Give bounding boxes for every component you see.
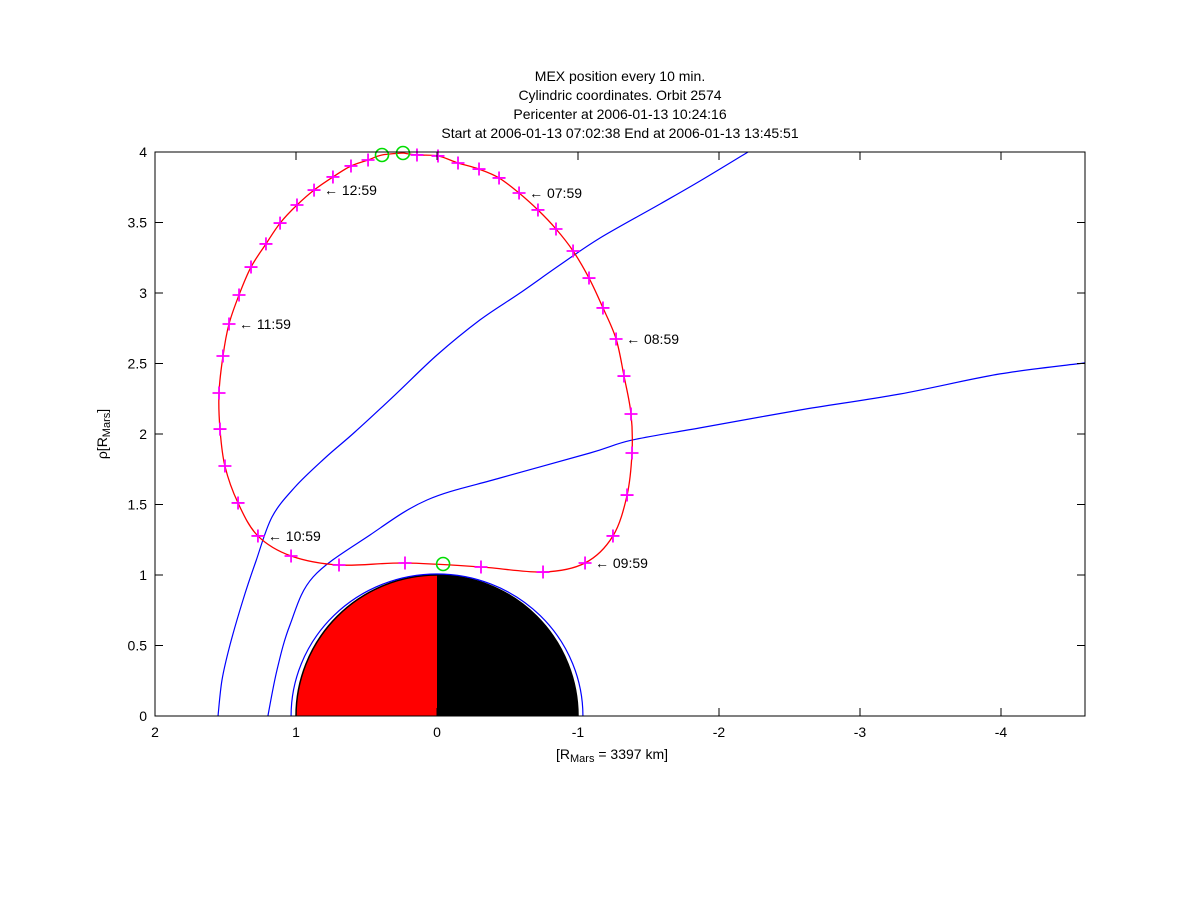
tick-labels: 2 1 0 -1 -2 -3 -4 0 0.5 1 1.5 2 2.5 3 3.5 4 xyxy=(128,144,1008,740)
title-line-3: Pericenter at 2006-01-13 10:24:16 xyxy=(513,106,727,122)
x-axis-label: [RMars = 3397 km] xyxy=(556,746,668,765)
pericenter-circle xyxy=(435,556,451,572)
y-tick-label: 2.5 xyxy=(128,356,148,372)
orbit-plus-marker xyxy=(606,529,620,543)
x-tick-label: -3 xyxy=(854,724,867,740)
orbit-plus-marker xyxy=(624,407,638,421)
x-label-prefix: [R xyxy=(556,746,570,762)
orbit-plus-marker xyxy=(222,317,236,331)
time-annotation: ← 09:59 xyxy=(595,555,648,571)
title-line-2: Cylindric coordinates. Orbit 2574 xyxy=(518,87,722,103)
orbit-plus-marker xyxy=(578,556,592,570)
y-tick-label: 0 xyxy=(139,708,147,724)
title-line-1: MEX position every 10 min. xyxy=(534,68,706,84)
orbit-plus-marker xyxy=(596,301,610,315)
y-tick-label: 1.5 xyxy=(128,497,148,513)
orbit-end-circle xyxy=(374,147,390,163)
event-markers xyxy=(374,145,451,572)
orbit-plus-marker xyxy=(212,386,226,400)
y-tick-label: 3.5 xyxy=(128,215,148,231)
near-mars-boundary-curve xyxy=(290,573,584,717)
mex-orbit-path xyxy=(218,152,634,573)
x-tick-label: -1 xyxy=(572,724,585,740)
orbit-plus-marker xyxy=(566,244,580,258)
orbit-plus-marker xyxy=(492,171,506,185)
time-annotation: ← 07:59 xyxy=(529,185,582,201)
orbit-plus-marker xyxy=(232,288,246,302)
orbit-plus-marker xyxy=(344,159,358,173)
orbit-plus-marker xyxy=(290,198,304,212)
title-line-4: Start at 2006-01-13 07:02:38 End at 2006… xyxy=(441,125,799,141)
plasma-boundary-curves xyxy=(217,151,1086,717)
orbit-plus-marker xyxy=(361,153,375,167)
time-annotation: ← 08:59 xyxy=(626,331,679,347)
axes-box xyxy=(154,151,1086,717)
y-label-suffix: ] xyxy=(94,409,110,413)
orbit-plus-marker xyxy=(609,332,623,346)
y-tick-label: 4 xyxy=(139,144,147,160)
mars-dayside xyxy=(296,575,437,716)
y-axis-label: ρ[RMars] xyxy=(94,409,113,459)
orbit-plus-marker xyxy=(259,237,273,251)
orbit-plus-marker xyxy=(451,156,465,170)
axes-frame xyxy=(154,151,1086,717)
orbit-plus-marker xyxy=(284,549,298,563)
orbit-plus-marker xyxy=(218,459,232,473)
time-annotations: ← 07:59 ← 08:59 ← 09:59 ← 10:59 ← 11:59 ← 12:… xyxy=(239,182,679,571)
x-tick-label: 0 xyxy=(433,724,441,740)
mars-nightside xyxy=(437,575,578,716)
orbit-plus-marker xyxy=(625,446,639,460)
x-tick-label: 2 xyxy=(151,724,159,740)
time-annotation: ← 11:59 xyxy=(239,316,291,332)
mars-outline xyxy=(295,574,579,717)
orbit-plus-marker xyxy=(620,488,634,502)
y-tick-label: 0.5 xyxy=(128,638,148,654)
x-tick-label: 1 xyxy=(292,724,300,740)
orbit-plus-marker xyxy=(244,260,258,274)
ten-minute-markers xyxy=(212,148,639,579)
orbit-plus-marker xyxy=(512,186,526,200)
orbit-plus-marker xyxy=(582,271,596,285)
y-tick-label: 3 xyxy=(139,285,147,301)
x-tick-label: -4 xyxy=(995,724,1008,740)
time-annotation: ← 10:59 xyxy=(268,528,321,544)
plot-title: MEX position every 10 min. Cylindric coo… xyxy=(155,67,1085,143)
y-label-subscript: Mars xyxy=(101,412,113,437)
orbit-plus-marker xyxy=(307,183,321,197)
orbit-plus-marker xyxy=(474,560,488,574)
orbit-plus-marker xyxy=(531,203,545,217)
magnetic-pileup-boundary-curve xyxy=(267,362,1086,717)
orbit-plus-marker xyxy=(231,496,245,510)
bow-shock-curve xyxy=(217,151,749,717)
orbit-plus-marker xyxy=(617,369,631,383)
x-label-subscript: Mars xyxy=(570,753,595,765)
y-tick-label: 1 xyxy=(139,567,147,583)
orbit-start-circle xyxy=(395,145,411,161)
y-tick-label: 2 xyxy=(139,426,147,442)
orbit-plus-marker xyxy=(410,148,424,162)
orbit-plus-marker xyxy=(326,170,340,184)
orbit-plus-marker xyxy=(213,422,227,436)
orbit-curve xyxy=(218,152,634,573)
orbit-plus-marker xyxy=(398,556,412,570)
orbit-plus-marker xyxy=(472,162,486,176)
y-label-prefix: ρ[R xyxy=(94,437,110,459)
time-annotation: ← 12:59 xyxy=(324,182,377,198)
orbit-plus-marker xyxy=(536,565,550,579)
x-tick-label: -2 xyxy=(713,724,726,740)
orbit-plus-marker xyxy=(332,558,346,572)
orbit-plus-marker xyxy=(216,349,230,363)
mars-disk xyxy=(295,574,579,717)
x-label-suffix: = 3397 km] xyxy=(594,746,668,762)
orbit-plus-marker xyxy=(549,222,563,236)
orbit-plus-marker xyxy=(431,149,445,163)
orbit-plus-marker xyxy=(273,216,287,230)
orbit-plus-marker xyxy=(251,529,265,543)
